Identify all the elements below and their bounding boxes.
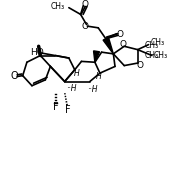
Text: O: O — [137, 61, 144, 70]
Text: CH₃: CH₃ — [151, 38, 165, 47]
Text: H: H — [95, 72, 101, 81]
Text: H: H — [74, 70, 79, 79]
Text: F: F — [53, 102, 58, 112]
Polygon shape — [94, 51, 100, 62]
Text: O: O — [117, 30, 124, 39]
Text: CH₃: CH₃ — [154, 51, 168, 60]
Text: O: O — [120, 40, 127, 49]
Text: HO: HO — [30, 48, 44, 57]
Text: ··H: ··H — [66, 84, 77, 93]
Text: ··H: ··H — [87, 85, 98, 94]
Text: CH₃: CH₃ — [144, 51, 159, 60]
Text: CH₃: CH₃ — [144, 41, 159, 50]
Text: CH₃: CH₃ — [51, 2, 65, 11]
Polygon shape — [103, 37, 113, 54]
Text: O: O — [11, 71, 18, 81]
Text: O: O — [82, 0, 89, 9]
Text: O: O — [82, 22, 89, 31]
Text: F: F — [65, 105, 71, 115]
